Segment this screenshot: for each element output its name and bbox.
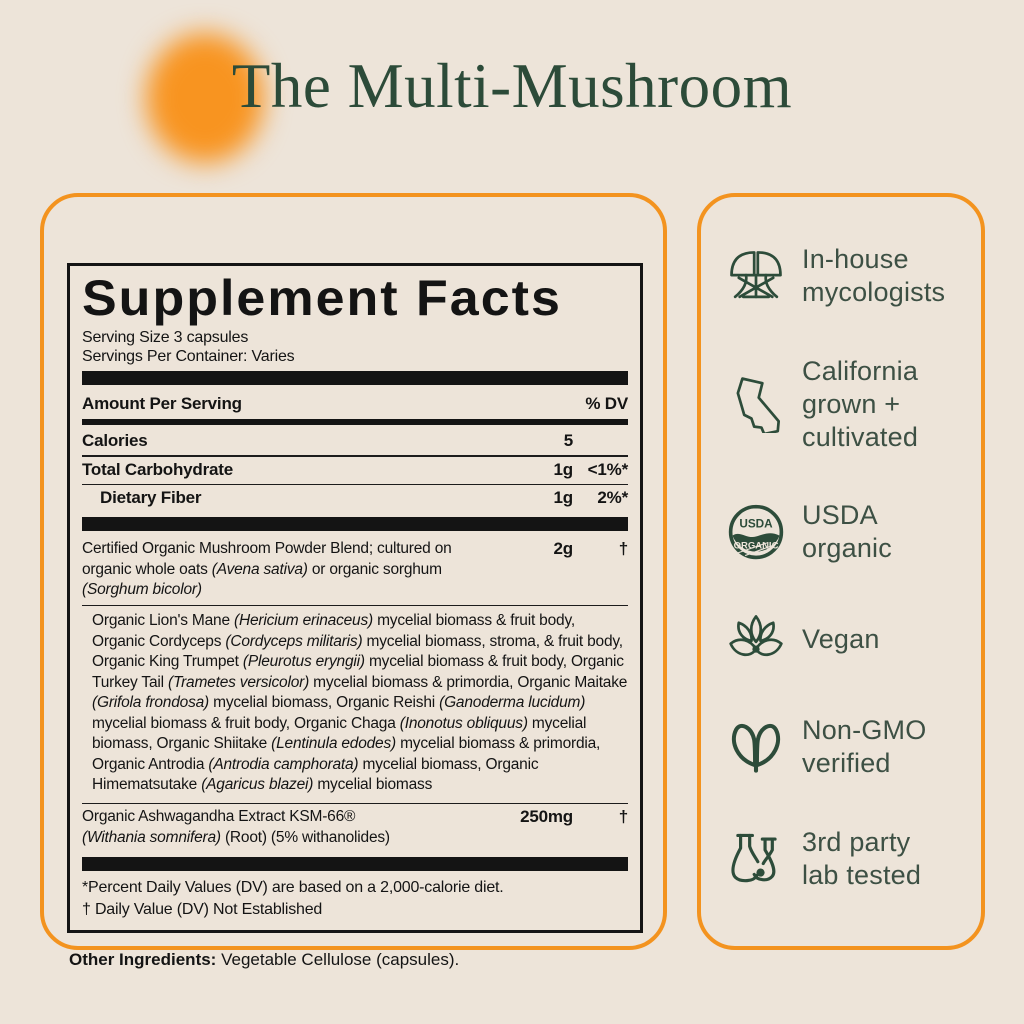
nutrient-row-dietary-fiber: Dietary Fiber 1g 2%* — [100, 488, 628, 507]
mushroom-blend-ingredients: Organic Lion's Mane (Hericium erinaceus)… — [92, 612, 628, 793]
feature-label: In-house mycologists — [802, 244, 946, 307]
serving-size: Serving Size 3 capsules — [82, 329, 249, 346]
other-ingredients: Other Ingredients: Vegetable Cellulose (… — [69, 949, 643, 970]
feature-label: Vegan — [802, 624, 880, 655]
footnote-dv-not-established: † Daily Value (DV) Not Established — [82, 901, 323, 918]
california-icon — [727, 375, 785, 434]
vegan-lotus-icon — [727, 611, 785, 669]
ashwagandha-name: Organic Ashwagandha Extract KSM-66® — [82, 808, 356, 825]
divider-medium — [82, 419, 628, 425]
feature-label: USDA organic — [802, 500, 892, 564]
mushroom-icon — [727, 247, 785, 305]
feature-lab-tested: 3rd party lab tested — [727, 826, 967, 892]
nutrient-row-total-carbohydrate: Total Carbohydrate 1g <1%* — [82, 459, 628, 479]
supplement-facts-box: Supplement Facts Serving Size 3 capsules… — [67, 263, 643, 933]
divider-thick — [82, 517, 628, 531]
other-ingredients-label: Other Ingredients: — [69, 950, 217, 969]
usda-badge-top-text: USDA — [739, 518, 773, 531]
dv-header: % DV — [585, 394, 628, 413]
divider-thin — [82, 604, 628, 606]
mushroom-blend-name: Certified Organic Mushroom Powder Blend;… — [82, 540, 452, 598]
feature-vegan: Vegan — [727, 611, 967, 669]
divider-thin — [82, 802, 628, 804]
ashwagandha-row: Organic Ashwagandha Extract KSM-66® (Wit… — [82, 807, 628, 846]
lab-flasks-icon — [727, 830, 785, 888]
servings-per-container: Servings Per Container: Varies — [82, 348, 295, 365]
features-panel: In-house mycologists California grown + … — [697, 193, 985, 950]
other-ingredients-text: Vegetable Cellulose (capsules). — [216, 950, 460, 969]
mushroom-blend-row: Certified Organic Mushroom Powder Blend;… — [82, 536, 628, 605]
feature-label: California grown + cultivated — [802, 355, 919, 452]
amount-per-serving-header: Amount Per Serving — [82, 394, 242, 413]
feature-non-gmo: Non-GMO verified — [727, 714, 967, 780]
page-title: The Multi-Mushroom — [231, 51, 793, 121]
column-header-row: Amount Per Serving % DV — [82, 390, 628, 417]
butterfly-icon — [727, 718, 785, 776]
usda-badge-bottom-text: ORGANIC — [734, 541, 779, 552]
usda-organic-icon: USDA ORGANIC — [727, 503, 785, 561]
footnote-daily-values: *Percent Daily Values (DV) are based on … — [82, 879, 504, 896]
supplement-facts-title: Supplement Facts — [82, 271, 562, 327]
nutrient-row-calories: Calories 5 — [82, 431, 573, 450]
divider-thick — [82, 857, 628, 871]
ashwagandha-detail: (Withania somnifera) (Root) (5% withanol… — [82, 828, 390, 846]
supplement-facts-panel: Supplement Facts Serving Size 3 capsules… — [40, 193, 667, 969]
divider-thin — [82, 455, 628, 457]
orange-glow-decoration — [146, 33, 264, 163]
divider-thin — [82, 483, 628, 485]
divider-thick — [82, 371, 628, 385]
feature-california-grown: California grown + cultivated — [727, 355, 967, 454]
feature-label: Non-GMO verified — [802, 715, 927, 779]
feature-inhouse-mycologists: In-house mycologists — [727, 243, 967, 309]
feature-label: 3rd party lab tested — [802, 826, 922, 890]
feature-usda-organic: USDA ORGANIC USDA organic — [727, 499, 967, 565]
